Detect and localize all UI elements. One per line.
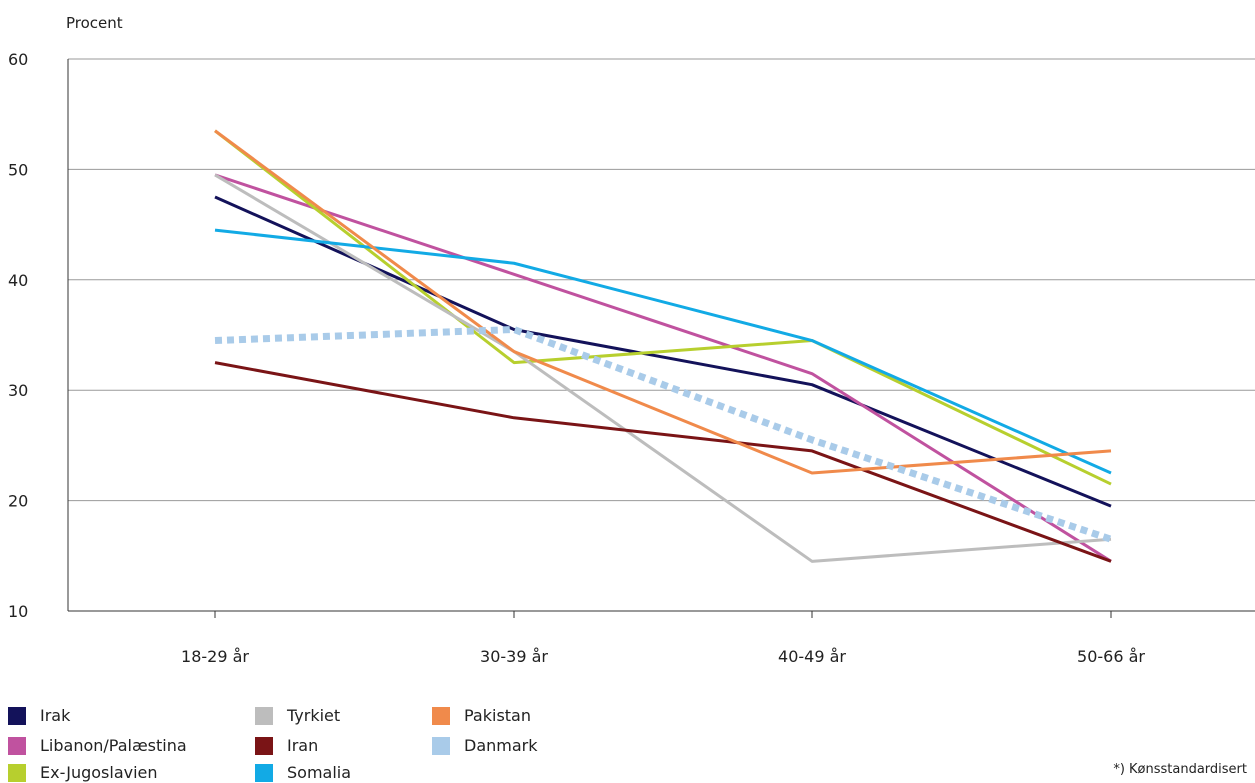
series-line-ex-jugoslavien [214, 129, 1112, 486]
y-tick-label: 50 [8, 160, 28, 179]
y-tick-labels: 10 20 30 40 50 60 [8, 50, 28, 621]
series-lines [214, 129, 1113, 563]
x-tick-label: 30-39 år [480, 647, 548, 666]
footnote: *) Kønsstandardisert [1113, 762, 1247, 777]
series-line-libanon-pal-stina [214, 173, 1112, 563]
y-tick-label: 20 [8, 492, 28, 511]
series-line-iran [214, 361, 1112, 563]
series-line-pakistan [214, 129, 1112, 475]
axes [67, 59, 1255, 618]
y-tick-label: 10 [8, 602, 28, 621]
y-tick-label: 60 [8, 50, 28, 69]
x-tick-label: 40-49 år [778, 647, 846, 666]
x-tick-labels: 18-29 år 30-39 år 40-49 år 50-66 år [181, 647, 1145, 666]
series-line-danmark [214, 325, 1113, 543]
x-tick-label: 50-66 år [1077, 647, 1145, 666]
y-axis-label: Procent [66, 14, 123, 32]
series-line-somalia [214, 228, 1112, 475]
series-line-tyrkiet [214, 173, 1112, 563]
x-tick-label: 18-29 år [181, 647, 249, 666]
y-tick-label: 30 [8, 381, 28, 400]
y-tick-label: 40 [8, 271, 28, 290]
